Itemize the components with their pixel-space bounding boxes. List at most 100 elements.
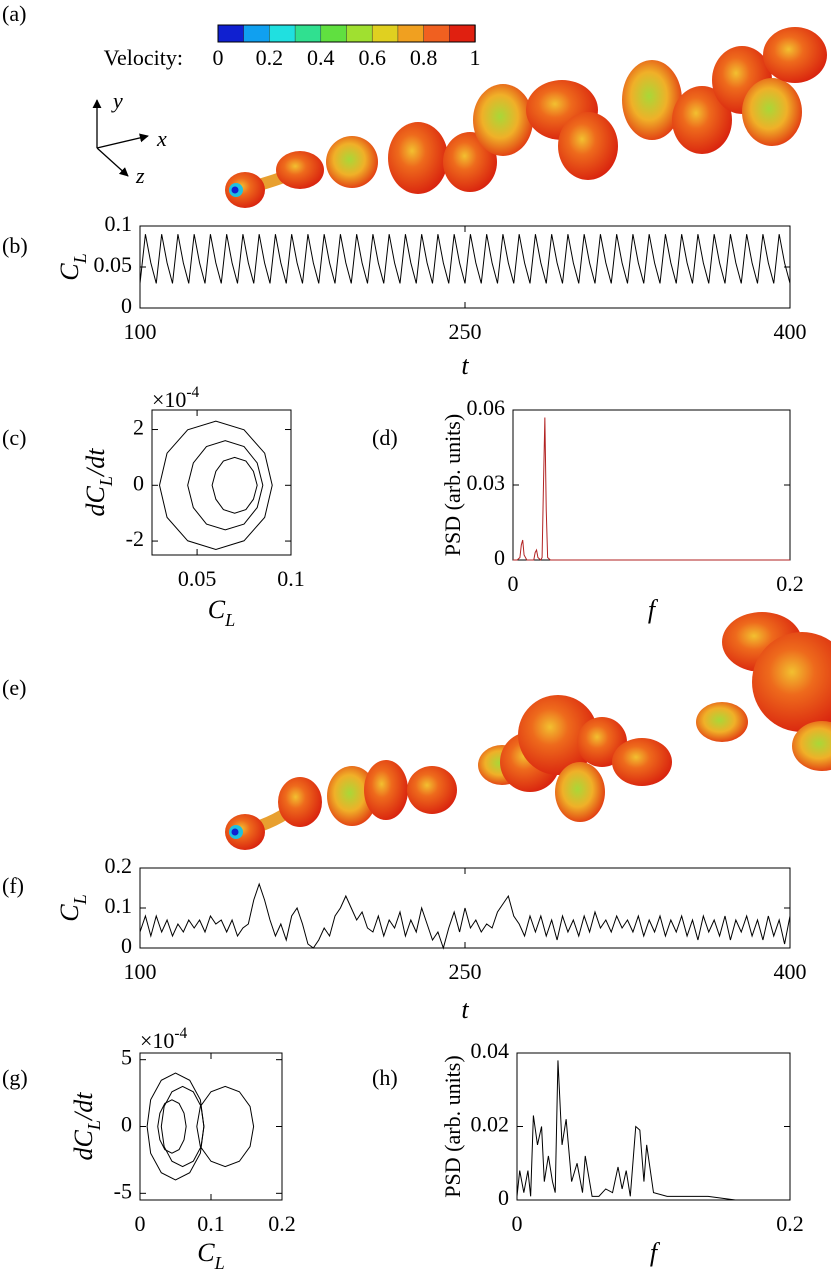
y-tick-label: -2 (126, 526, 144, 551)
vortex-blob (278, 777, 322, 827)
colorbar-bin (294, 24, 322, 43)
axes (152, 410, 292, 555)
vortex-blob (763, 27, 827, 83)
colorbar-label: Velocity: (104, 45, 183, 70)
y-tick-label: 0.03 (467, 470, 506, 495)
y-multiplier: ×10-4 (152, 384, 200, 412)
phase-loop (211, 456, 258, 514)
vortex-blob (558, 112, 618, 180)
y-tick-label: 0 (498, 1185, 509, 1210)
y-tick-label: 0.2 (105, 853, 133, 878)
y-label: PSD (arb. units) (440, 1055, 465, 1197)
vortex-blob (326, 136, 378, 188)
colorbar-bin (217, 24, 245, 43)
y-multiplier: ×10-4 (140, 1025, 188, 1053)
x-tick-label: 100 (124, 959, 157, 984)
panel-label: (d) (372, 425, 398, 450)
triad-label: z (135, 163, 145, 188)
y-tick-label: 0 (494, 545, 505, 570)
panel-label: (c) (2, 425, 26, 450)
y-tick-label: 0 (121, 1112, 132, 1137)
x-tick-label: 400 (774, 319, 807, 344)
triad-axis (96, 133, 149, 149)
phase-loop (196, 1085, 255, 1168)
axes-box (139, 225, 791, 309)
body (225, 814, 265, 850)
panel-label: (a) (2, 1, 26, 26)
y-label: CL (55, 894, 90, 921)
line (139, 882, 791, 950)
x-tick-label: 0 (135, 1211, 146, 1236)
axes-box (512, 409, 791, 561)
vortex-blob (276, 151, 324, 189)
x-tick-label: 400 (774, 959, 807, 984)
x-label: CL (197, 1238, 224, 1273)
vortex-blob (742, 78, 802, 146)
x-label: f (648, 595, 659, 624)
x-tick-label: 250 (449, 959, 482, 984)
x-tick-label: 100 (124, 319, 157, 344)
y-tick-label: 0.1 (105, 893, 133, 918)
colorbar-bin (423, 24, 451, 43)
colorbar-tick-label: 0.6 (358, 45, 386, 70)
x-tick-label: 0.1 (277, 566, 305, 591)
line (513, 417, 790, 561)
vortex-blob (473, 84, 533, 156)
x-tick-label: 250 (449, 319, 482, 344)
vortex-blob (327, 766, 377, 826)
panel-label: (f) (2, 873, 24, 898)
y-label: PSD (arb. units) (440, 414, 465, 556)
y-tick-label: -5 (114, 1178, 132, 1203)
x-tick-label: 0.1 (197, 1211, 225, 1236)
axes (512, 409, 791, 561)
flow-render (225, 612, 831, 850)
line (516, 1060, 790, 1201)
triad-label: y (111, 88, 123, 113)
phase-loop (157, 1099, 187, 1154)
panel-label: (h) (372, 1065, 398, 1090)
vortex-blob (752, 632, 831, 732)
x-label: f (650, 1238, 661, 1267)
colorbar-bin (371, 24, 399, 43)
y-tick-label: 0 (133, 470, 144, 495)
colorbar-bin (320, 24, 348, 43)
colorbar-bin (243, 24, 271, 43)
vortex-blob (696, 702, 748, 742)
panel-label: (b) (2, 233, 28, 258)
colorbar-tick-label: 0.8 (410, 45, 438, 70)
line (139, 234, 791, 284)
axes (139, 225, 791, 309)
y-tick-label: 0 (121, 933, 132, 958)
flow-render (225, 27, 827, 208)
x-tick-label: 0.2 (776, 1211, 804, 1236)
colorbar-tick-label: 1 (470, 45, 481, 70)
x-tick-label: 0 (508, 571, 519, 596)
x-tick-label: 0.2 (268, 1211, 296, 1236)
y-tick-label: 0.1 (105, 211, 133, 236)
body (225, 172, 265, 208)
x-tick-label: 0 (512, 1211, 523, 1236)
axes-box (139, 867, 791, 949)
vortex-blob (612, 738, 672, 786)
triad-axis (96, 147, 129, 177)
vortex-blob (622, 60, 682, 140)
y-label: dCL/dt (81, 448, 116, 517)
y-tick-label: 5 (121, 1045, 132, 1070)
y-label: CL (55, 253, 90, 280)
x-tick-label: 0.2 (776, 571, 804, 596)
colorbar-frame (217, 24, 476, 43)
phase-loop (146, 1072, 205, 1181)
vortex-blob (407, 766, 457, 814)
x-label: t (461, 995, 469, 1024)
phase-loop (187, 440, 264, 531)
colorbar-bin (397, 24, 425, 43)
axes-box (516, 1052, 791, 1201)
x-tick-label: 0.05 (178, 566, 217, 591)
panel-label: (g) (2, 1065, 28, 1090)
body-core (231, 828, 239, 836)
y-tick-label: 2 (133, 415, 144, 440)
axes-box (139, 1052, 283, 1201)
vortex-blob (672, 86, 732, 154)
colorbar-tick-label: 0.4 (307, 45, 335, 70)
